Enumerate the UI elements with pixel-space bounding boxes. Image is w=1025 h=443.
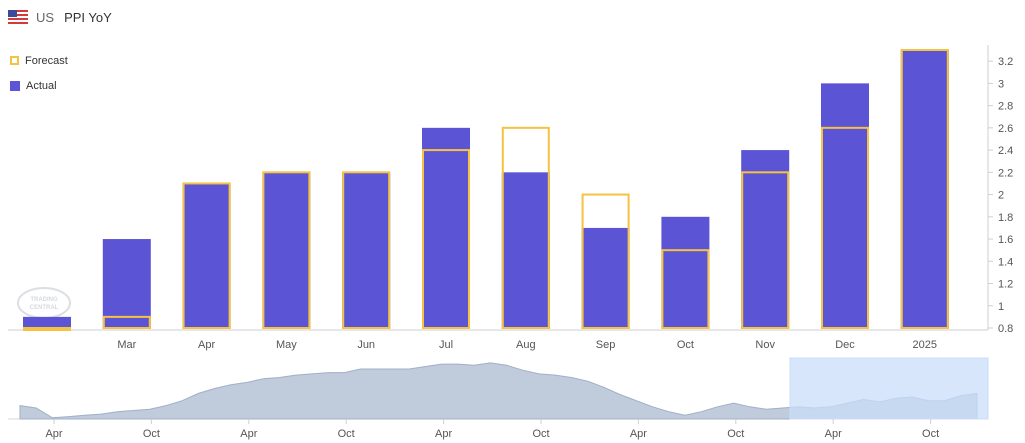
navigator-selection[interactable] — [789, 357, 989, 420]
forecast-bar[interactable] — [581, 193, 630, 329]
navigator-tick-label: Oct — [532, 428, 549, 440]
actual-bar[interactable] — [422, 127, 470, 329]
x-axis-ticks: Mar Apr May Jun Jul Aug Sep Oct Nov Dec 2025 — [117, 339, 937, 351]
navigator-ticks: Apr Oct Apr Oct Apr Oct Apr Oct Apr Oct — [45, 419, 939, 440]
x-tick-label: Nov — [755, 339, 775, 351]
svg-text:CENTRAL: CENTRAL — [30, 305, 59, 311]
legend-actual-label: Actual — [26, 79, 57, 92]
actual-bar[interactable] — [23, 316, 71, 329]
y-tick-label: 2.2 — [998, 167, 1013, 179]
forecast-bar[interactable] — [102, 315, 151, 330]
y-tick-label: 1.4 — [998, 256, 1013, 268]
actual-bar[interactable] — [741, 150, 790, 329]
forecast-bar[interactable] — [342, 171, 391, 329]
x-tick-label: Dec — [835, 339, 855, 351]
forecast-bar[interactable] — [182, 182, 231, 329]
forecast-bar[interactable] — [900, 49, 949, 329]
x-tick-label: Sep — [596, 339, 616, 351]
forecast-bar[interactable] — [422, 149, 470, 329]
indicator-title: PPI YoY — [64, 9, 112, 25]
legend-forecast-label: Forecast — [25, 54, 68, 67]
x-tick-label: Jul — [439, 339, 453, 351]
country-label: US — [36, 9, 55, 25]
actual-bar[interactable] — [900, 50, 949, 329]
actual-bar[interactable] — [182, 183, 231, 329]
navigator-tick-label: Oct — [727, 428, 744, 440]
forecast-bar[interactable] — [661, 249, 710, 329]
x-tick-label: May — [276, 339, 297, 351]
x-tick-label: Jun — [357, 339, 375, 351]
y-tick-label: 1.2 — [998, 279, 1013, 291]
bars-group — [23, 49, 949, 331]
forecast-swatch — [10, 56, 19, 65]
y-tick-label: 1.6 — [998, 234, 1013, 246]
y-tick-label: 2.8 — [998, 101, 1013, 113]
forecast-bar[interactable] — [741, 171, 790, 329]
navigator-tick-label: Apr — [240, 428, 257, 440]
y-tick-label: 2.4 — [998, 145, 1013, 157]
y-tick-label: 1.8 — [998, 212, 1013, 224]
navigator-tick-label: Oct — [922, 428, 939, 440]
actual-bar[interactable] — [661, 216, 710, 329]
actual-bar[interactable] — [581, 227, 630, 329]
y-tick-label: 2.6 — [998, 123, 1013, 135]
navigator-tick-label: Oct — [338, 428, 355, 440]
y-tick-label: 2 — [998, 190, 1004, 202]
y-tick-label: 1 — [998, 301, 1004, 313]
forecast-bar[interactable] — [23, 327, 71, 331]
x-tick-label: Apr — [198, 339, 215, 351]
us-flag-icon — [8, 10, 28, 24]
x-tick-label: Mar — [117, 339, 136, 351]
navigator-tick-label: Oct — [143, 428, 160, 440]
svg-text:TRADING: TRADING — [30, 297, 58, 303]
chart-header: US PPI YoY — [8, 6, 112, 28]
forecast-bar[interactable] — [821, 126, 869, 329]
x-tick-label: 2025 — [913, 339, 937, 351]
actual-bar[interactable] — [501, 172, 550, 329]
x-tick-label: Oct — [677, 339, 694, 351]
actual-swatch — [10, 80, 20, 91]
x-tick-label: Aug — [516, 339, 536, 351]
navigator-tick-label: Apr — [630, 428, 647, 440]
navigator-tick-label: Apr — [435, 428, 452, 440]
legend-item-forecast[interactable]: Forecast — [10, 54, 68, 67]
y-tick-label: 0.8 — [998, 323, 1013, 335]
y-tick-label: 3 — [998, 78, 1004, 90]
forecast-bar[interactable] — [501, 126, 550, 329]
navigator[interactable]: Apr Oct Apr Oct Apr Oct Apr Oct Apr Oct — [8, 357, 989, 440]
chart-legend: Forecast Actual — [10, 54, 68, 104]
forecast-bar[interactable] — [262, 171, 311, 329]
y-axis-ticks: 0.8 1 1.2 1.4 1.6 1.8 2 2.2 2.4 2.6 2.8 3 3.2 — [988, 56, 1013, 335]
navigator-tick-label: Apr — [45, 428, 62, 440]
actual-bar[interactable] — [821, 83, 869, 329]
y-tick-label: 3.2 — [998, 56, 1013, 68]
navigator-tick-label: Apr — [825, 428, 842, 440]
legend-item-actual[interactable]: Actual — [10, 79, 68, 92]
trading-central-watermark: TRADING CENTRAL — [17, 287, 71, 319]
actual-bar[interactable] — [262, 172, 311, 329]
actual-bar[interactable] — [102, 239, 151, 329]
actual-bar[interactable] — [342, 172, 391, 329]
